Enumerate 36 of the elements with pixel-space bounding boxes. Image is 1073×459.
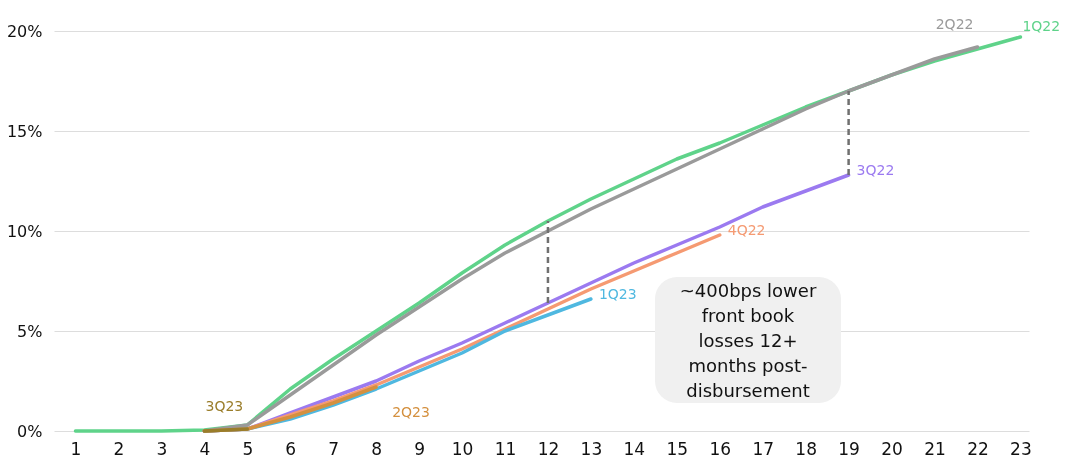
x-tick-label: 2 [113, 438, 125, 459]
x-tick-label: 7 [328, 438, 340, 459]
series-label: 2Q23 [392, 404, 430, 420]
y-tick-label: 5% [17, 321, 43, 341]
x-tick-label: 23 [1010, 438, 1032, 459]
x-tick-label: 11 [494, 438, 517, 459]
x-tick-label: 12 [537, 438, 560, 459]
y-tick-label: 0% [17, 421, 43, 441]
x-tick-label: 15 [666, 438, 689, 459]
x-tick-label: 9 [414, 438, 425, 459]
x-tick-label: 13 [580, 438, 603, 459]
series-label: 3Q23 [205, 398, 244, 414]
x-tick-label: 6 [285, 438, 297, 459]
x-tick-label: 21 [924, 438, 946, 459]
annotation: ~400bps lower front book losses 12+ months post-disbursement [655, 277, 841, 403]
x-tick-label: 1 [70, 438, 82, 459]
x-tick-label: 19 [838, 438, 860, 459]
x-tick-label: 22 [967, 438, 989, 459]
x-tick-label: 8 [371, 438, 383, 459]
y-tick-label: 10% [6, 221, 43, 241]
x-tick-label: 14 [623, 438, 646, 459]
y-tick-label: 20% [6, 21, 43, 41]
series-label: 1Q23 [598, 286, 637, 302]
series-label: 1Q22 [1022, 18, 1061, 34]
x-tick-label: 4 [199, 438, 211, 459]
series-label: 3Q22 [856, 162, 895, 178]
series-label: 4Q22 [727, 222, 766, 238]
x-tick-label: 3 [156, 438, 168, 459]
x-tick-label: 18 [795, 438, 817, 459]
series-label: 2Q22 [935, 16, 974, 32]
y-tick-label: 15% [6, 121, 43, 141]
x-tick-label: 16 [709, 438, 732, 459]
x-tick-label: 17 [752, 438, 775, 459]
x-tick-label: 10 [451, 438, 474, 459]
x-tick-label: 5 [242, 438, 254, 459]
x-tick-label: 20 [881, 438, 903, 459]
